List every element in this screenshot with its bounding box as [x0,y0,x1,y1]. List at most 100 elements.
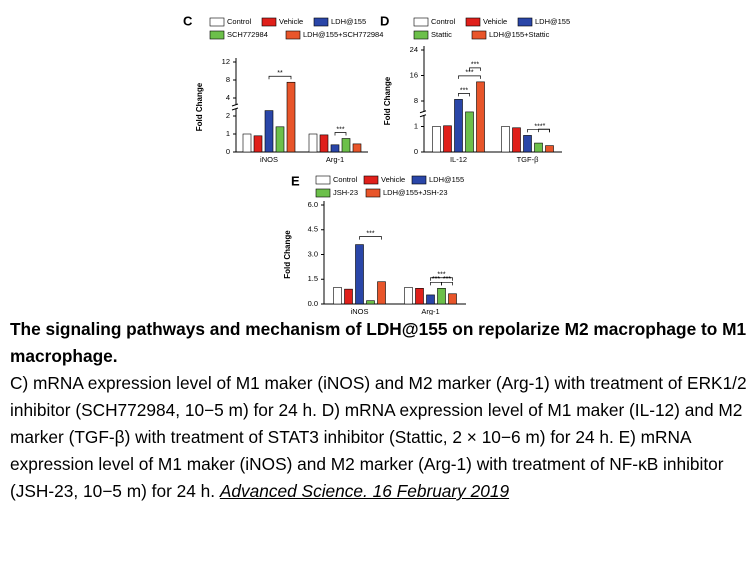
x-tick-label: TGF-β [517,155,539,164]
legend-swatch [261,17,277,27]
bar [308,133,318,153]
bar [426,294,435,305]
y-axis-label: Fold Change [195,82,204,131]
legend-label: Control [227,17,252,26]
bar [437,288,446,305]
caption: The signaling pathways and mechanism of … [10,316,750,505]
bar [352,143,362,153]
y-tick-label: 4 [226,93,230,102]
legend-label: Vehicle [279,17,303,26]
y-tick-label: 1.5 [308,274,318,283]
bar [404,287,413,305]
legend-label: LDH@155+Stattic [489,30,550,39]
y-tick-label: 3.0 [308,249,318,258]
significance-label: *** [432,276,440,283]
significance-bracket [469,67,481,71]
bar [432,126,441,153]
bar [242,133,252,153]
bar [465,111,474,153]
legend-label: SCH772984 [227,30,268,39]
bar [366,300,375,305]
panel-label: D [380,13,389,28]
legend-swatch [313,17,329,27]
legend-swatch [315,175,331,185]
y-tick-label: 12 [222,57,230,66]
bar [319,134,329,153]
significance-bracket [359,236,382,240]
significance-label: *** [366,230,374,237]
significance-label: ** [277,70,283,77]
bar [448,293,457,305]
significance-bracket [430,277,453,281]
bar [355,244,364,305]
bar [344,288,353,305]
source-link[interactable]: Advanced Science. 16 February 2019 [219,481,510,501]
bar [476,81,485,153]
x-tick-label: iNOS [260,155,278,164]
legend-label: Control [333,175,358,184]
significance-label: *** [437,272,445,279]
significance-label: *** [471,62,479,69]
bar [286,81,296,153]
legend-swatch [285,30,301,40]
bar [443,125,452,153]
y-tick-label: 8 [226,75,230,84]
x-tick-label: iNOS [351,307,369,315]
y-tick-label: 2 [226,111,230,120]
panel-label: C [183,13,193,28]
significance-bracket [458,75,481,79]
y-tick-label: 6.0 [308,200,318,209]
legend-swatch [411,175,427,185]
y-tick-label: 16 [410,70,418,79]
axis-break [231,107,239,111]
y-tick-label: 0 [414,147,418,156]
legend-label: JSH-23 [333,188,358,197]
legend-swatch [471,30,487,40]
significance-bracket [268,75,292,80]
bar [545,145,554,153]
significance-bracket [441,281,453,286]
y-tick-label: 0 [226,147,230,156]
legend-label: Control [431,17,456,26]
significance-bracket [334,132,347,136]
legend-swatch [517,17,533,27]
axis-break [231,103,239,107]
y-axis-label: Fold Change [283,230,292,279]
y-tick-label: 8 [414,96,418,105]
y-axis-label: Fold Change [383,76,392,125]
legend-label: LDH@155+JSH-23 [383,188,448,197]
legend-label: LDH@155 [429,175,464,184]
bar [377,281,386,305]
caption-title: The signaling pathways and mechanism of … [10,319,747,366]
significance-bracket [538,128,550,133]
y-tick-label: 1 [226,129,230,138]
legend-label: LDH@155 [535,17,570,26]
bar [415,288,424,305]
legend-swatch [363,175,379,185]
bar [454,99,463,153]
legend-label: Vehicle [483,17,507,26]
legend-swatch [465,17,481,27]
bar [330,144,340,153]
y-tick-label: 0.0 [308,299,318,308]
legend-swatch [209,30,225,40]
x-tick-label: Arg-1 [421,307,439,315]
axis-break-gap [233,105,239,109]
legend-swatch [413,17,429,27]
significance-bracket [458,93,470,97]
axis-break [419,114,427,118]
bar [333,287,342,305]
axis-break-gap [421,111,427,116]
y-tick-label: 24 [410,45,418,54]
bar [501,126,510,153]
significance-label: *** [534,123,542,130]
bar [341,138,351,153]
significance-label: * [543,123,546,130]
x-tick-label: IL-12 [450,155,467,164]
legend-label: Vehicle [381,175,405,184]
significance-label: *** [443,276,451,283]
legend-swatch [315,188,331,198]
figure: C Control Vehicle LDH@155 SCH772984 LDH@155+S… [183,13,570,315]
legend-swatch [413,30,429,40]
